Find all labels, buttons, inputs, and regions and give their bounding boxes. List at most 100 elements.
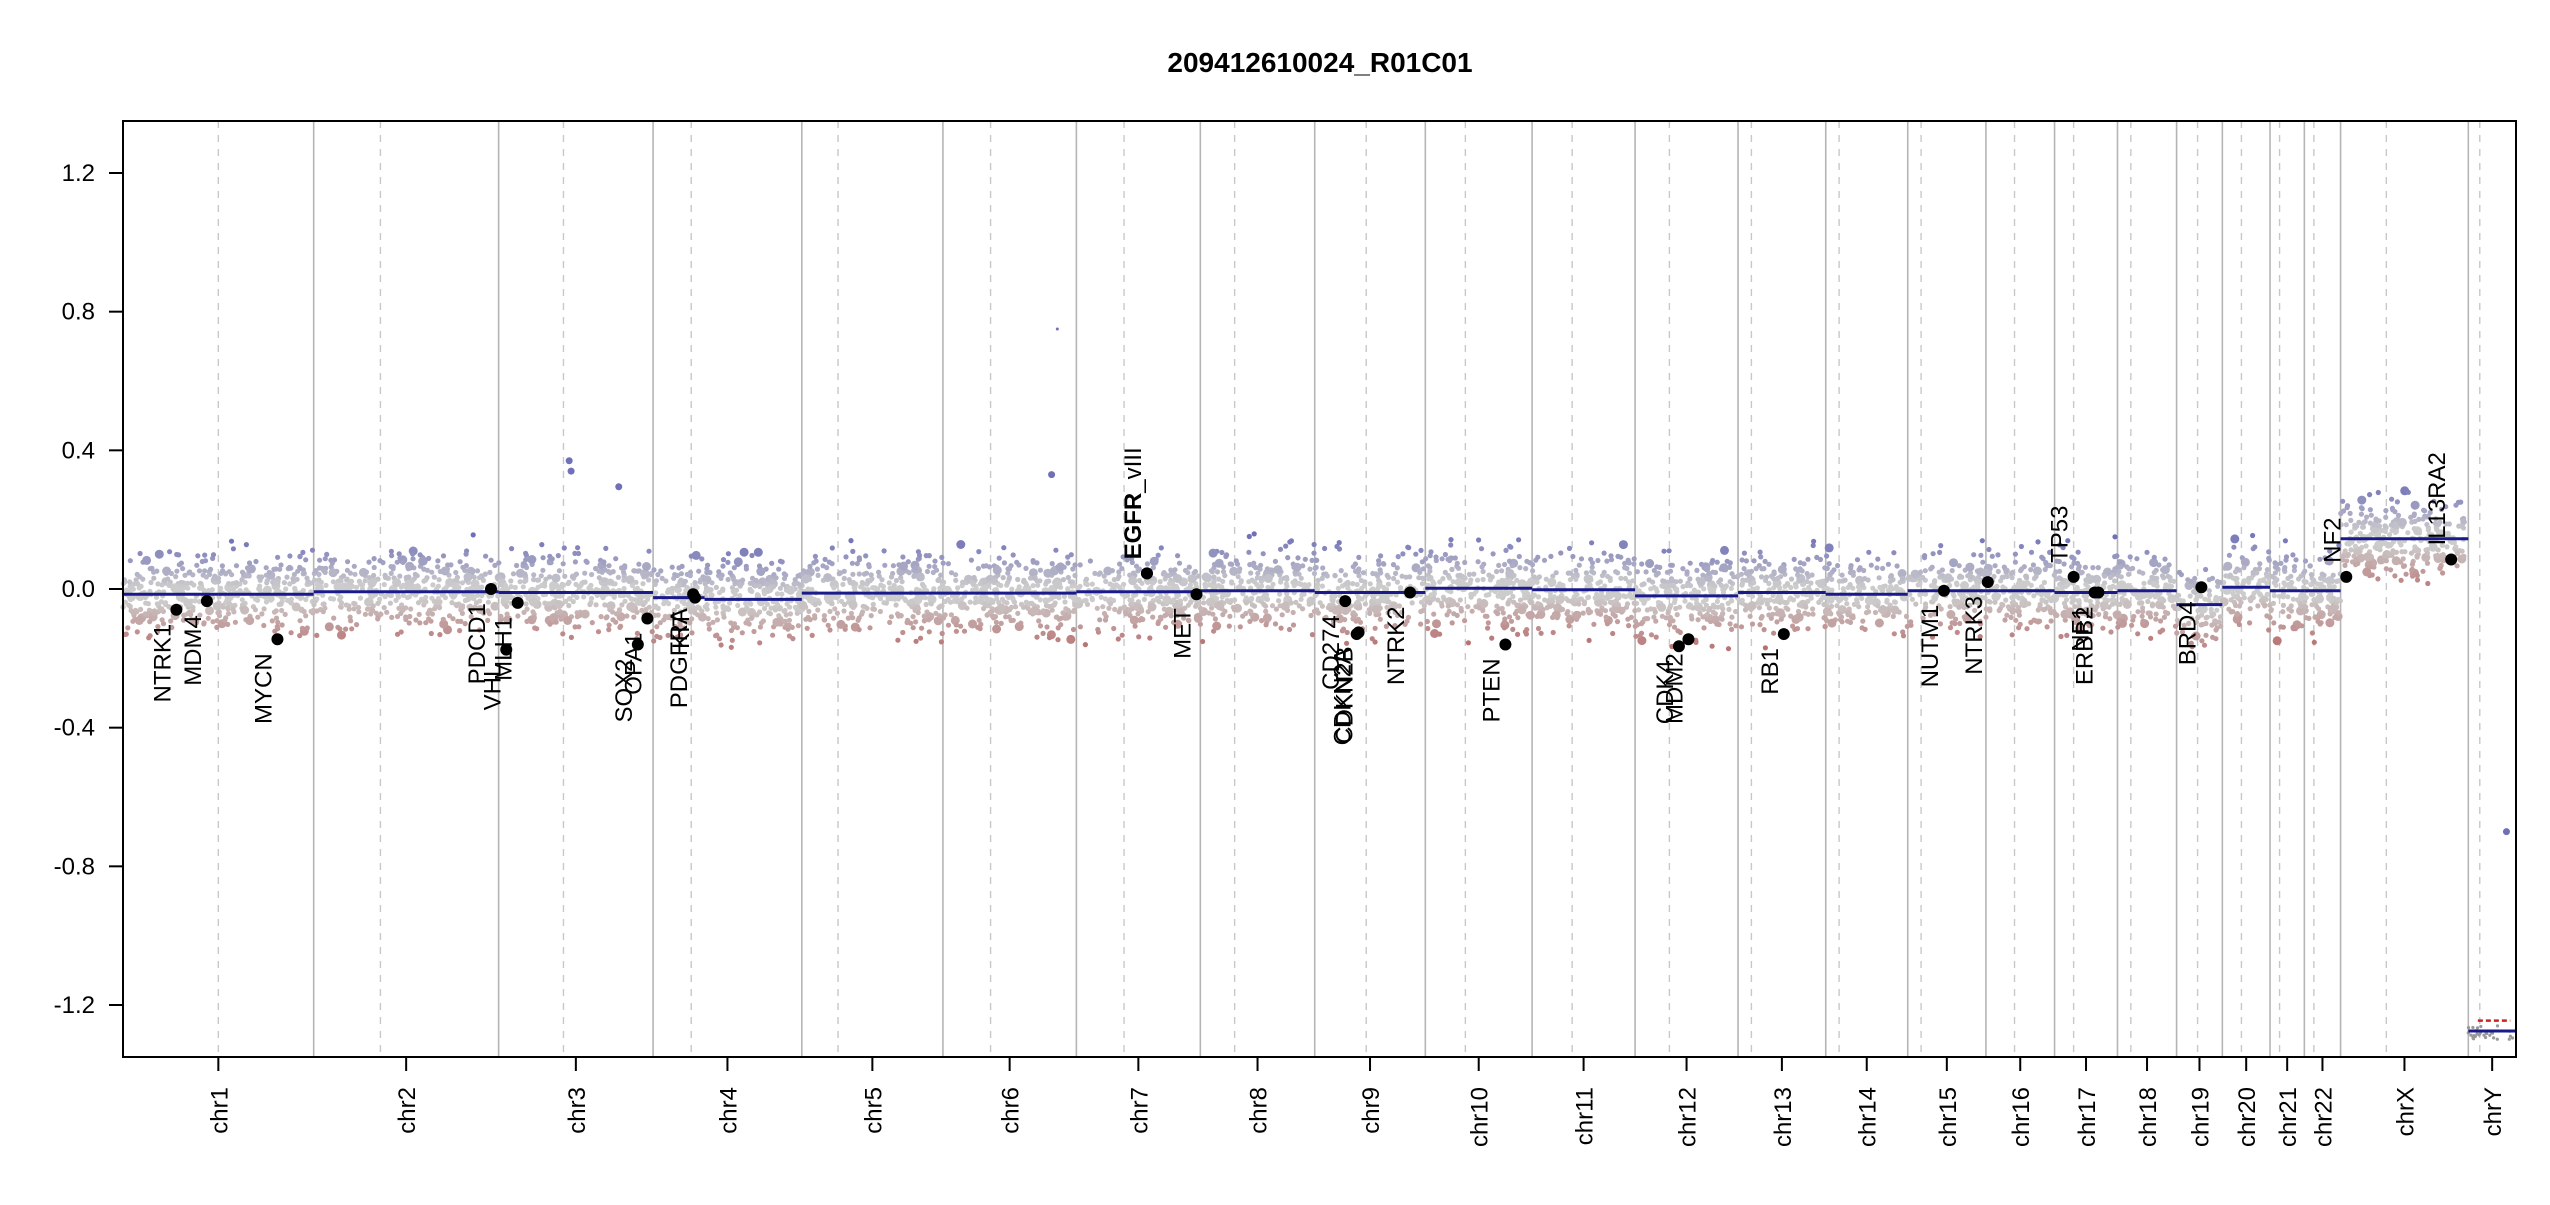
probe-point	[1573, 597, 1578, 602]
probe-point	[1692, 588, 1697, 593]
probe-point	[392, 578, 401, 587]
probe-point	[491, 605, 496, 610]
probe-point	[1231, 569, 1236, 574]
probe-point	[1034, 635, 1039, 640]
probe-point	[1782, 600, 1787, 605]
probe-point	[1483, 614, 1488, 619]
probe-point	[2359, 505, 2364, 510]
probe-point	[1338, 578, 1343, 583]
probe-point	[1278, 547, 1283, 552]
probe-point	[2123, 600, 2132, 609]
probe-point	[541, 555, 546, 560]
probe-point	[159, 582, 164, 587]
probe-point	[275, 555, 280, 560]
probe-point	[1776, 608, 1785, 617]
probe-point	[2266, 627, 2271, 632]
probe-point	[986, 576, 991, 581]
probe-point	[301, 609, 306, 614]
probe-point	[1209, 549, 1218, 558]
probe-point	[1750, 621, 1755, 626]
probe-point	[972, 575, 977, 580]
probe-point	[1986, 547, 1991, 552]
probe-point	[1558, 550, 1563, 555]
probe-point	[1701, 625, 1706, 630]
probe-point	[782, 608, 787, 613]
probe-point	[2416, 548, 2421, 553]
probe-point	[753, 578, 758, 583]
probe-point	[1050, 561, 1055, 566]
probe-point	[1615, 570, 1620, 575]
probe-point	[1729, 615, 1734, 620]
probe-point	[1448, 542, 1453, 547]
probe-point	[1420, 559, 1425, 564]
probe-point	[841, 608, 846, 613]
probe-point	[607, 623, 612, 628]
probe-point	[1510, 563, 1515, 568]
probe-point	[1542, 558, 1547, 563]
probe-point	[2228, 573, 2233, 578]
probe-point	[287, 565, 292, 570]
probe-point	[2298, 603, 2303, 608]
probe-point	[1810, 572, 1815, 577]
probe-point	[1835, 563, 1840, 568]
probe-point	[1479, 546, 1484, 551]
probe-point	[577, 612, 582, 617]
probe-point	[395, 560, 400, 565]
probe-point	[643, 600, 648, 605]
probe-point	[1351, 564, 1356, 569]
probe-point	[1031, 583, 1036, 588]
probe-point	[635, 586, 640, 591]
probe-point	[1908, 619, 1913, 624]
probe-point	[796, 573, 801, 578]
probe-point	[2286, 606, 2291, 611]
probe-point	[1318, 600, 1323, 605]
probe-point	[713, 605, 718, 610]
probe-point	[1774, 619, 1779, 624]
probe-point	[1856, 584, 1861, 589]
probe-point	[331, 596, 336, 601]
probe-point	[2273, 636, 2282, 645]
probe-point	[1373, 571, 1378, 576]
probe-point	[1117, 609, 1122, 614]
probe-point	[407, 565, 412, 570]
probe-point	[1210, 569, 1215, 574]
probe-point	[2285, 594, 2290, 599]
probe-point	[1729, 627, 1734, 632]
probe-point	[1752, 558, 1757, 563]
probe-point	[2405, 530, 2410, 535]
probe-point	[1567, 623, 1572, 628]
probe-point	[1095, 606, 1100, 611]
probe-point	[2102, 574, 2107, 579]
probe-point	[264, 565, 269, 570]
probe-point	[2167, 583, 2172, 588]
probe-point	[518, 579, 523, 584]
probe-point	[924, 602, 929, 607]
probe-point	[1822, 565, 1827, 570]
probe-point	[1744, 558, 1749, 563]
probe-point	[1261, 594, 1266, 599]
probe-point	[2361, 525, 2366, 530]
probe-point	[492, 563, 497, 568]
probe-point	[939, 603, 944, 608]
probe-point	[1177, 575, 1182, 580]
probe-point	[2160, 567, 2165, 572]
probe-point	[2114, 601, 2119, 606]
probe-point	[1444, 598, 1449, 603]
probe-point	[780, 582, 785, 587]
probe-point	[654, 624, 659, 629]
probe-point	[1891, 614, 1896, 619]
probe-point	[2352, 523, 2357, 528]
probe-point	[1532, 574, 1537, 579]
probe-point	[1263, 609, 1268, 614]
probe-point	[2024, 574, 2029, 579]
probe-point	[787, 605, 792, 610]
probe-point	[2112, 578, 2117, 583]
probe-point	[400, 607, 405, 612]
probe-point	[1203, 573, 1212, 582]
probe-point	[1459, 608, 1464, 613]
probe-point	[372, 556, 377, 561]
probe-point	[1210, 612, 1215, 617]
probe-point	[720, 564, 725, 569]
probe-point	[919, 626, 924, 631]
probe-point	[1656, 571, 1661, 576]
